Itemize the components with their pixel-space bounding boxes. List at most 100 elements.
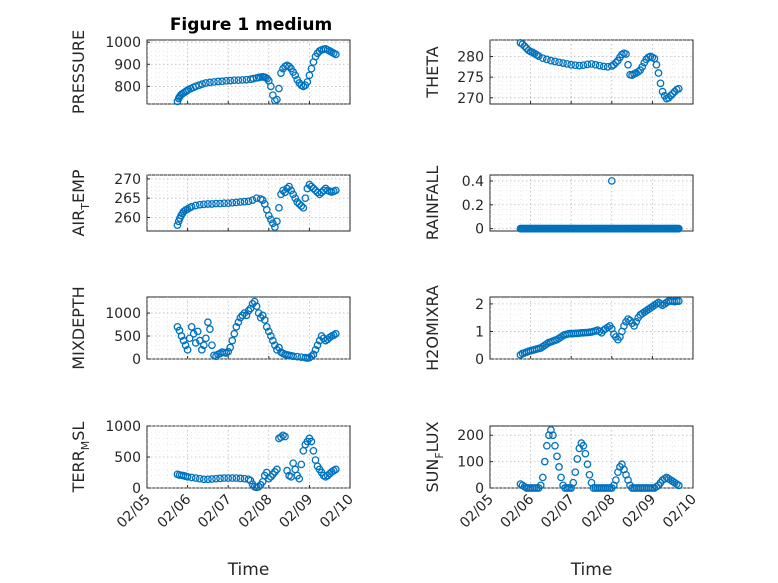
y-axis-label: TERRMSL [69, 422, 92, 494]
data-point [331, 186, 340, 195]
data-series [173, 44, 340, 106]
data-point [187, 473, 196, 482]
y-axis-label: THETA [423, 46, 442, 98]
data-point [271, 341, 279, 350]
data-point [187, 202, 196, 211]
data-series [516, 39, 683, 103]
y-tick-label: 200 [457, 428, 484, 444]
data-point [674, 224, 683, 233]
y-axis-label: RAINFALL [423, 166, 442, 241]
data-point [305, 180, 314, 189]
data-point [191, 82, 200, 91]
x-axis-label: Time [227, 560, 270, 580]
data-series [516, 426, 683, 492]
y-axis-label-sub: M [79, 441, 92, 451]
data-point [571, 468, 580, 477]
data-point [573, 455, 582, 463]
data-point [218, 77, 226, 86]
data-point [583, 60, 592, 69]
data-point [313, 341, 322, 350]
y-axis-label-main: RAINFALL [423, 166, 442, 241]
y-tick-label: 100 [457, 455, 484, 471]
data-point [264, 211, 273, 220]
data-point [228, 198, 237, 207]
y-tick-label: 0 [475, 481, 484, 497]
data-point [191, 201, 200, 210]
data-point [191, 339, 200, 347]
data-point [277, 69, 285, 77]
data-point [238, 311, 247, 320]
data-point [187, 323, 196, 331]
data-point [249, 74, 258, 83]
data-point [206, 78, 214, 87]
data-point [197, 345, 206, 354]
data-point [542, 441, 551, 450]
data-point [307, 182, 316, 191]
data-point [204, 318, 212, 327]
data-point [317, 332, 326, 340]
y-axis-label-rest: EMP [69, 169, 88, 203]
x-tick-label: 02/05 [457, 492, 497, 532]
y-tick-label: 0.4 [462, 174, 484, 190]
y-axis-label-main: MIXDEPTH [69, 286, 88, 369]
y-tick-label: 0 [132, 352, 141, 368]
data-point [540, 457, 549, 466]
data-point [666, 91, 675, 100]
data-point [202, 334, 210, 343]
data-point [587, 60, 596, 68]
data-point [297, 460, 306, 469]
data-point [195, 81, 203, 90]
data-point [226, 343, 235, 352]
data-point [664, 93, 673, 102]
data-point [553, 452, 561, 461]
data-point [189, 329, 198, 338]
data-point [551, 441, 559, 450]
y-axis-label: MIXDEPTH [69, 286, 88, 369]
data-point [559, 59, 567, 67]
data-point [575, 61, 584, 70]
data-point [275, 84, 283, 93]
data-point [674, 481, 683, 490]
data-point [185, 334, 194, 343]
data-point [262, 323, 271, 331]
data-point [248, 196, 257, 204]
data-point [195, 200, 204, 209]
data-point [269, 336, 277, 345]
data-point [252, 302, 261, 311]
data-point [542, 55, 551, 64]
data-point [569, 478, 578, 487]
data-point [281, 432, 289, 441]
data-point [273, 217, 281, 226]
data-point [224, 199, 233, 208]
data-point [277, 190, 285, 199]
data-point [595, 61, 604, 70]
y-axis-label-rest: SL [69, 422, 88, 441]
subplot-5: 0 500 1000 MIXDEPTH [69, 286, 351, 370]
x-axis-label: Time [570, 560, 613, 580]
data-point [638, 62, 647, 71]
data-point [563, 60, 571, 68]
data-point [242, 311, 251, 320]
data-point [309, 350, 318, 359]
x-tick-label: 02/10 [660, 492, 700, 532]
y-axis-label: H2OMIXRA [423, 285, 442, 371]
data-point [518, 40, 527, 48]
data-point [599, 62, 608, 71]
subplot-4: 0 0.2 0.4 RAINFALL [423, 166, 694, 241]
data-point [295, 200, 304, 208]
data-point [220, 199, 228, 208]
data-point [534, 52, 543, 60]
data-point [634, 67, 643, 76]
data-point [622, 50, 630, 58]
figure-title: Figure 1 medium [170, 15, 332, 35]
x-tick-label: 02/08 [579, 492, 619, 532]
data-point [242, 75, 251, 84]
data-point [266, 82, 275, 91]
data-point [199, 341, 208, 350]
data-point [173, 323, 182, 331]
data-point [204, 475, 212, 484]
data-point [277, 433, 285, 442]
y-tick-label: 1000 [105, 419, 141, 435]
data-point [238, 76, 247, 84]
